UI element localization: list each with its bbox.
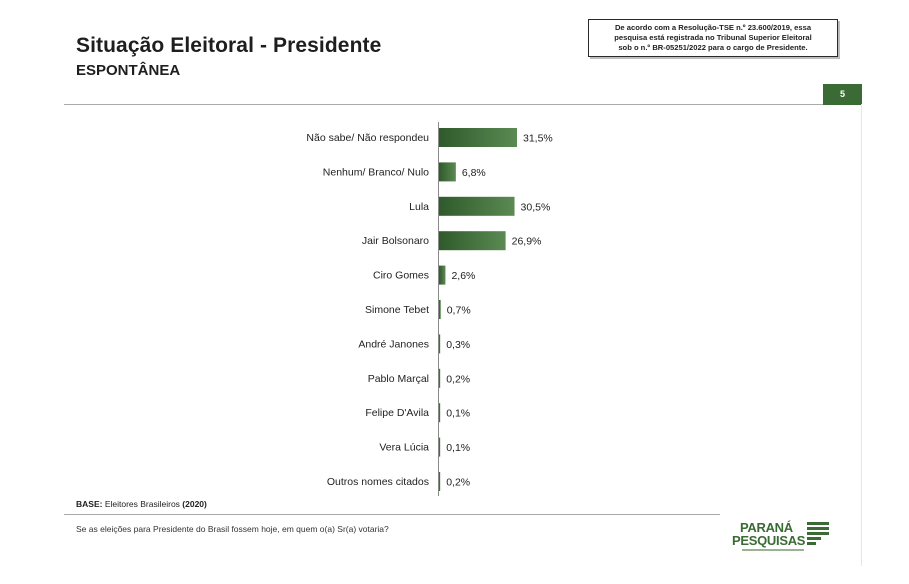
value-label: 26,9% [512, 236, 542, 248]
survey-question: Se as eleições para Presidente do Brasil… [76, 524, 389, 534]
notice-line-3: sob o n.º BR-05251/2022 para o cargo de … [618, 43, 808, 52]
notice-line-1: De acordo com a Resolução-TSE n.º 23.600… [614, 23, 812, 32]
page-subtitle: ESPONTÂNEA [76, 62, 181, 79]
bar [439, 472, 441, 491]
bar [439, 368, 441, 388]
tse-registration-notice: De acordo com a Resolução-TSE n.º 23.600… [588, 19, 838, 57]
value-label: 2,6% [451, 270, 475, 282]
parana-pesquisas-logo: PARANÁ PESQUISAS [730, 518, 830, 554]
bar [439, 334, 441, 354]
logo-tagline [742, 549, 804, 551]
category-label: Nenhum/ Branco/ Nulo [323, 166, 429, 178]
category-label: Felipe D'Avila [365, 407, 429, 419]
value-label: 0,3% [446, 339, 470, 351]
value-label: 0,2% [446, 477, 470, 489]
category-label: Outros nomes citados [327, 476, 429, 488]
page-number-badge: 5 [823, 84, 862, 105]
value-label: 30,5% [521, 201, 551, 213]
category-label: Pablo Marçal [368, 373, 429, 385]
value-label: 0,2% [446, 373, 470, 385]
header-divider [64, 104, 861, 105]
value-label: 0,1% [446, 442, 470, 454]
right-border-line [861, 104, 862, 566]
page-title: Situação Eleitoral - Presidente [76, 34, 382, 57]
base-label: BASE: [76, 499, 103, 509]
logo-line-1: PARANÁ [740, 520, 793, 535]
base-note: BASE: Eleitores Brasileiros (2020) [76, 499, 207, 509]
base-year: (2020) [182, 499, 207, 509]
category-label: Vera Lúcia [379, 442, 429, 454]
bar [439, 162, 456, 182]
bar [439, 300, 441, 319]
value-label: 0,7% [447, 305, 471, 317]
value-label: 31,5% [523, 133, 553, 145]
notice-line-2: pesquisa está registrada no Tribunal Sup… [614, 33, 812, 42]
bar [439, 265, 446, 285]
bar [439, 437, 441, 457]
category-label: Ciro Gomes [373, 270, 429, 282]
value-label: 6,8% [462, 167, 486, 179]
bar [439, 231, 506, 251]
category-label: Lula [409, 201, 429, 213]
category-label: Jair Bolsonaro [362, 235, 429, 247]
category-label: Simone Tebet [365, 304, 429, 316]
logo-stripes-icon [807, 522, 829, 545]
category-label: Não sabe/ Não respondeu [306, 132, 429, 144]
value-label: 0,1% [446, 408, 470, 420]
bar [439, 403, 441, 423]
bar [439, 196, 515, 216]
base-text: Eleitores Brasileiros [102, 499, 183, 509]
footer-divider [64, 514, 720, 515]
category-label: André Janones [358, 338, 429, 350]
bar [439, 128, 517, 147]
logo-line-2: PESQUISAS [732, 533, 806, 548]
